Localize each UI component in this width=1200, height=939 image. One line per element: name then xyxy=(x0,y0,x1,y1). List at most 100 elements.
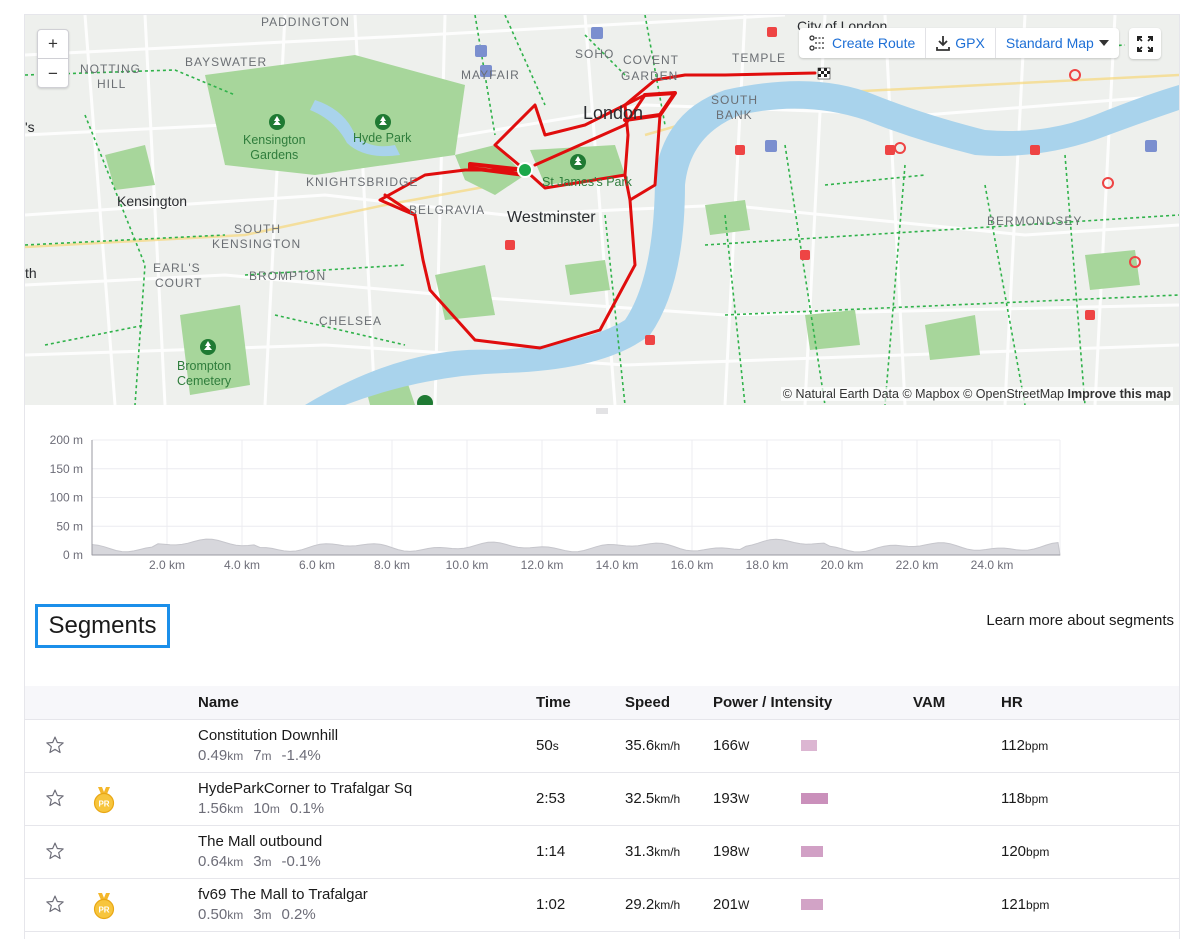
y-tick-label: 0 m xyxy=(63,548,83,562)
table-row[interactable]: The Mall outbound 0.64km 3m -0.1% 1:14 31.… xyxy=(25,826,1179,879)
improve-map-link[interactable]: Improve this map xyxy=(1067,387,1172,401)
segment-hr: 118bpm xyxy=(1001,790,1049,807)
map-label-edge-s: 's xyxy=(25,119,35,135)
segment-name[interactable]: HydeParkCorner to Trafalgar Sq xyxy=(198,780,413,797)
segment-time: 1:02 xyxy=(536,896,566,913)
table-body: Constitution Downhill 0.49km 7m -1.4% 50s … xyxy=(25,720,1179,932)
map-label-hill: HILL xyxy=(97,77,127,91)
table-row[interactable]: PR fv69 The Mall to Trafalgar 0.50km 3m 0.… xyxy=(25,879,1179,932)
x-tick-label: 12.0 km xyxy=(521,558,564,572)
x-tick-label: 10.0 km xyxy=(446,558,489,572)
segment-name[interactable]: The Mall outbound xyxy=(198,833,323,850)
map-canvas[interactable] xyxy=(25,15,1179,405)
star-icon[interactable] xyxy=(45,735,65,755)
learn-more-link[interactable]: Learn more about segments xyxy=(986,612,1174,629)
map-label-south-kensington-2: KENSINGTON xyxy=(212,237,302,251)
segment-power: 198W xyxy=(713,843,750,860)
map-label-kensington-gardens: Kensington Gardens xyxy=(243,133,306,162)
x-tick-label: 20.0 km xyxy=(821,558,864,572)
map-label-bayswater: BAYSWATER xyxy=(185,55,268,69)
col-hr[interactable]: HR xyxy=(1001,694,1023,711)
intensity-bar xyxy=(801,793,828,804)
map-label-south-kensington-1: SOUTH xyxy=(234,222,281,236)
segment-speed: 31.3km/h xyxy=(625,843,681,860)
gpx-download-button[interactable]: GPX xyxy=(926,28,996,58)
y-tick-label: 150 m xyxy=(50,462,83,476)
segment-speed: 32.5km/h xyxy=(625,790,681,807)
x-tick-label: 8.0 km xyxy=(374,558,410,572)
x-tick-label: 24.0 km xyxy=(971,558,1014,572)
svg-text:PR: PR xyxy=(98,800,109,809)
y-tick-label: 50 m xyxy=(56,519,83,533)
map-label-temple: TEMPLE xyxy=(732,51,787,65)
caret-down-icon xyxy=(1098,40,1109,46)
map-label-st-james-park: St James's Park xyxy=(542,175,632,189)
table-header: Name Time Speed Power / Intensity VAM HR xyxy=(25,686,1179,720)
x-tick-label: 18.0 km xyxy=(746,558,789,572)
table-row[interactable]: PR HydeParkCorner to Trafalgar Sq 1.56km… xyxy=(25,773,1179,826)
star-icon[interactable] xyxy=(45,841,65,861)
map-label-notting: NOTTING xyxy=(80,62,141,76)
zoom-out-button[interactable]: − xyxy=(48,63,58,83)
map-label-brompton-cemetery: Brompton Cemetery xyxy=(177,359,232,388)
zoom-control: + − xyxy=(37,29,69,88)
map-label-belgravia: BELGRAVIA xyxy=(409,203,486,217)
segments-table: Name Time Speed Power / Intensity VAM HR… xyxy=(25,686,1179,932)
segment-name[interactable]: fv69 The Mall to Trafalgar xyxy=(198,886,368,903)
segment-meta: 0.64km 3m -0.1% xyxy=(198,853,321,870)
table-row[interactable]: Constitution Downhill 0.49km 7m -1.4% 50s … xyxy=(25,720,1179,773)
map-label-south: SOUTH xyxy=(711,93,758,107)
segments-title: Segments xyxy=(35,604,170,648)
col-name[interactable]: Name xyxy=(198,694,239,711)
col-vam[interactable]: VAM xyxy=(913,694,946,711)
elevation-profile xyxy=(91,538,1061,556)
star-icon[interactable] xyxy=(45,788,65,808)
finish-flag-icon xyxy=(817,67,831,80)
y-tick-label: 200 m xyxy=(50,433,83,447)
y-tick-label: 100 m xyxy=(50,491,83,505)
x-tick-label: 6.0 km xyxy=(299,558,335,572)
map-label-westminster: Westminster xyxy=(507,209,596,226)
segment-hr: 121bpm xyxy=(1001,896,1050,913)
map-label-soho: SOHO xyxy=(575,47,615,61)
col-time[interactable]: Time xyxy=(536,694,571,711)
col-speed[interactable]: Speed xyxy=(625,694,671,711)
map-toolbar: Create Route GPX Standard Map xyxy=(799,28,1119,58)
segment-name[interactable]: Constitution Downhill xyxy=(198,727,339,744)
map-label-bank: BANK xyxy=(716,108,753,122)
elevation-chart[interactable]: 200 m 150 m 100 m 50 m 0 m 2.0 km 4.0 km 6.0 k… xyxy=(25,425,1179,585)
star-icon[interactable] xyxy=(45,894,65,914)
segment-speed: 35.6km/h xyxy=(625,737,681,754)
map-label-garden: GARDEN xyxy=(621,69,679,83)
map-label-hyde-park: Hyde Park xyxy=(353,131,412,145)
map-label-london: London xyxy=(583,103,644,123)
pr-medal-icon: PR xyxy=(93,893,115,920)
pr-medal-icon: PR xyxy=(93,787,115,814)
map-label-brompton: BROMPTON xyxy=(249,269,327,283)
map-label-paddington: PADDINGTON xyxy=(261,15,350,29)
intensity-bar xyxy=(801,899,823,910)
map-label-edge-th: th xyxy=(25,265,37,281)
map-label-knightsbridge: KNIGHTSBRIDGE xyxy=(306,175,419,189)
route-map[interactable]: PADDINGTON City of London BAYSWATER NOTT… xyxy=(25,15,1179,405)
map-label-mayfair: MAYFAIR xyxy=(461,68,520,82)
map-label-earls: EARL'S xyxy=(153,261,201,275)
map-style-dropdown[interactable]: Standard Map xyxy=(996,28,1119,58)
activity-panel xyxy=(24,14,1180,939)
create-route-button[interactable]: Create Route xyxy=(799,28,927,58)
col-power[interactable]: Power / Intensity xyxy=(713,694,833,711)
map-label-bermondsey: BERMONDSEY xyxy=(987,214,1083,228)
svg-text:PR: PR xyxy=(98,906,109,915)
segment-speed: 29.2km/h xyxy=(625,896,681,913)
resize-handle-icon[interactable] xyxy=(596,408,608,414)
segment-power: 193W xyxy=(713,790,750,807)
map-label-court: COURT xyxy=(155,276,203,290)
segment-meta: 0.49km 7m -1.4% xyxy=(198,747,321,764)
start-marker-icon xyxy=(517,162,533,178)
segment-power: 166W xyxy=(713,737,750,754)
fullscreen-button[interactable] xyxy=(1129,28,1161,59)
x-tick-label: 2.0 km xyxy=(149,558,185,572)
segment-time: 50s xyxy=(536,737,559,754)
zoom-in-button[interactable]: + xyxy=(38,30,68,59)
route-icon xyxy=(809,35,824,51)
